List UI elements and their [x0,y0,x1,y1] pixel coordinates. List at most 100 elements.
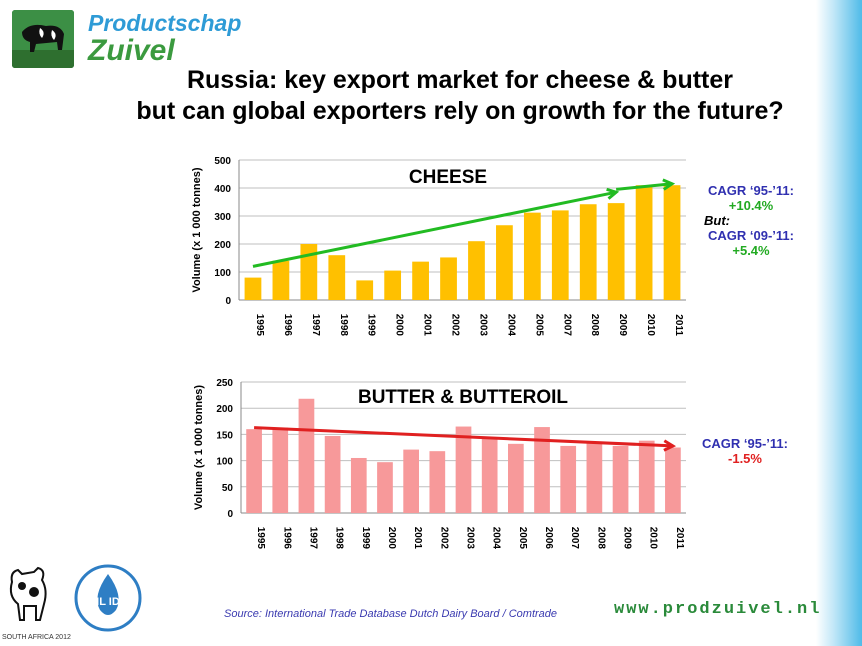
butter-cagr-label: CAGR ‘95-’11: [702,436,788,451]
butter-bar [272,427,289,513]
butter-xtick-label: 2007 [569,527,580,550]
butter-bar [612,445,629,513]
cheese-bar [523,212,541,300]
cheese-y-axis-label: Volume (x 1 000 tonnes) [191,167,203,292]
butter-ytick-label: 0 [227,509,233,520]
cheese-xtick-label: 2010 [645,314,656,337]
butter-bar [534,427,550,513]
cheese-cagr2-value: +5.4% [732,243,770,258]
cheese-bar [468,241,485,300]
svg-text:FIL IDF: FIL IDF [89,596,126,608]
cheese-bar [440,257,457,300]
cheese-ytick-label: 300 [214,212,231,223]
butter-ytick-label: 150 [216,430,233,441]
cow-event-logo-icon [9,566,47,621]
cheese-bar [496,225,513,300]
butter-xtick-label: 2011 [674,527,685,549]
cheese-chart-title: CHEESE [409,167,487,188]
cheese-xtick-label: 2011 [673,314,684,336]
cheese-but-label: But: [704,213,730,228]
butter-xtick-label: 2008 [595,527,606,550]
butter-xtick-label: 1999 [360,527,371,550]
cheese-trend-line [252,190,617,268]
cheese-bar [356,280,374,300]
cheese-xtick-label: 2003 [477,314,488,337]
cow-logo-icon [12,10,74,68]
butter-bar [586,443,603,513]
butter-ytick-label: 100 [216,457,233,468]
butter-xtick-label: 2005 [517,527,528,550]
butter-xtick-label: 2009 [622,527,633,550]
butter-xtick-label: 2000 [386,527,397,550]
cheese-cagr-label: CAGR ‘95-’11: [708,183,794,198]
cheese-xtick-label: 1999 [366,314,377,337]
page-title-line1: Russia: key export market for cheese & b… [186,66,734,94]
cheese-bar [384,270,402,300]
butter-ytick-label: 200 [216,404,233,415]
cheese-bar [412,261,429,300]
butter-bar [481,437,498,513]
cheese-ytick-label: 100 [214,268,231,279]
cheese-xtick-label: 2001 [422,314,433,337]
cheese-xtick-label: 2005 [533,314,544,337]
butter-xtick-label: 1995 [255,527,266,550]
butter-bar [560,445,577,513]
cheese-xtick-label: 1998 [338,314,349,337]
cheese-trend-arrowhead [662,178,676,191]
cheese-cagr2-label: CAGR ‘09-’11: [708,228,794,243]
cheese-bar [551,210,569,300]
cheese-xtick-label: 2009 [617,314,628,337]
butter-bar [403,449,419,513]
cheese-xtick-label: 1996 [282,314,293,337]
butter-xtick-label: 2002 [438,527,449,550]
butter-xtick-label: 1998 [334,527,345,550]
brand-line1: Productschap [88,10,242,36]
butter-bar [246,429,262,513]
butter-bar [298,398,315,513]
butter-bar [429,451,446,513]
event-name: SOUTH AFRICA 2012 [2,634,71,641]
butter-bar [665,447,681,513]
page-title-line2: but can global exporters rely on growth … [136,97,784,125]
cheese-bar [579,204,597,300]
butter-bar [324,435,341,513]
cheese-xtick-label: 1995 [254,314,265,337]
butter-xtick-label: 1996 [281,527,292,550]
cheese-xtick-label: 1997 [310,314,321,337]
cheese-bar [607,203,625,300]
cheese-xtick-label: 2004 [505,314,516,337]
fil-idf-logo-icon: FIL IDF [74,564,142,632]
butter-trend-line [254,426,673,448]
butter-trend-arrowhead [663,439,677,452]
butter-chart-title: BUTTER & BUTTEROIL [358,387,568,408]
butter-bar [508,443,524,513]
cheese-xtick-label: 2002 [450,314,461,337]
cheese-ytick-label: 200 [214,240,231,251]
cheese-bar [272,260,290,300]
butter-xtick-label: 2006 [543,527,554,550]
productschap-logo: Productschap Zuivel [10,4,250,74]
cheese-ytick-label: 400 [214,184,231,195]
cheese-xtick-label: 2008 [589,314,600,337]
cheese-trend-arrowhead [606,187,620,200]
cheese-bar [635,185,653,300]
butter-xtick-label: 2001 [412,527,423,550]
event-logos: FIL IDF [0,560,160,646]
decorative-side-strip [816,0,862,646]
butter-bar [455,426,472,513]
butter-y-axis-label: Volume (x 1 000 tonnes) [193,385,205,510]
brand-line2: Zuivel [88,34,175,67]
cheese-ytick-label: 500 [214,156,231,167]
butter-xtick-label: 2004 [491,527,502,550]
cheese-bar [663,185,681,300]
cheese-bar [328,255,346,300]
cheese-bar [300,244,318,300]
cheese-bar [244,277,262,300]
butter-bar [638,440,655,513]
butter-bar [377,462,393,513]
butter-xtick-label: 1997 [307,527,318,550]
source-note: Source: International Trade Database Dut… [224,608,558,620]
butter-bar [350,457,367,513]
cheese-cagr-value: +10.4% [728,198,774,213]
